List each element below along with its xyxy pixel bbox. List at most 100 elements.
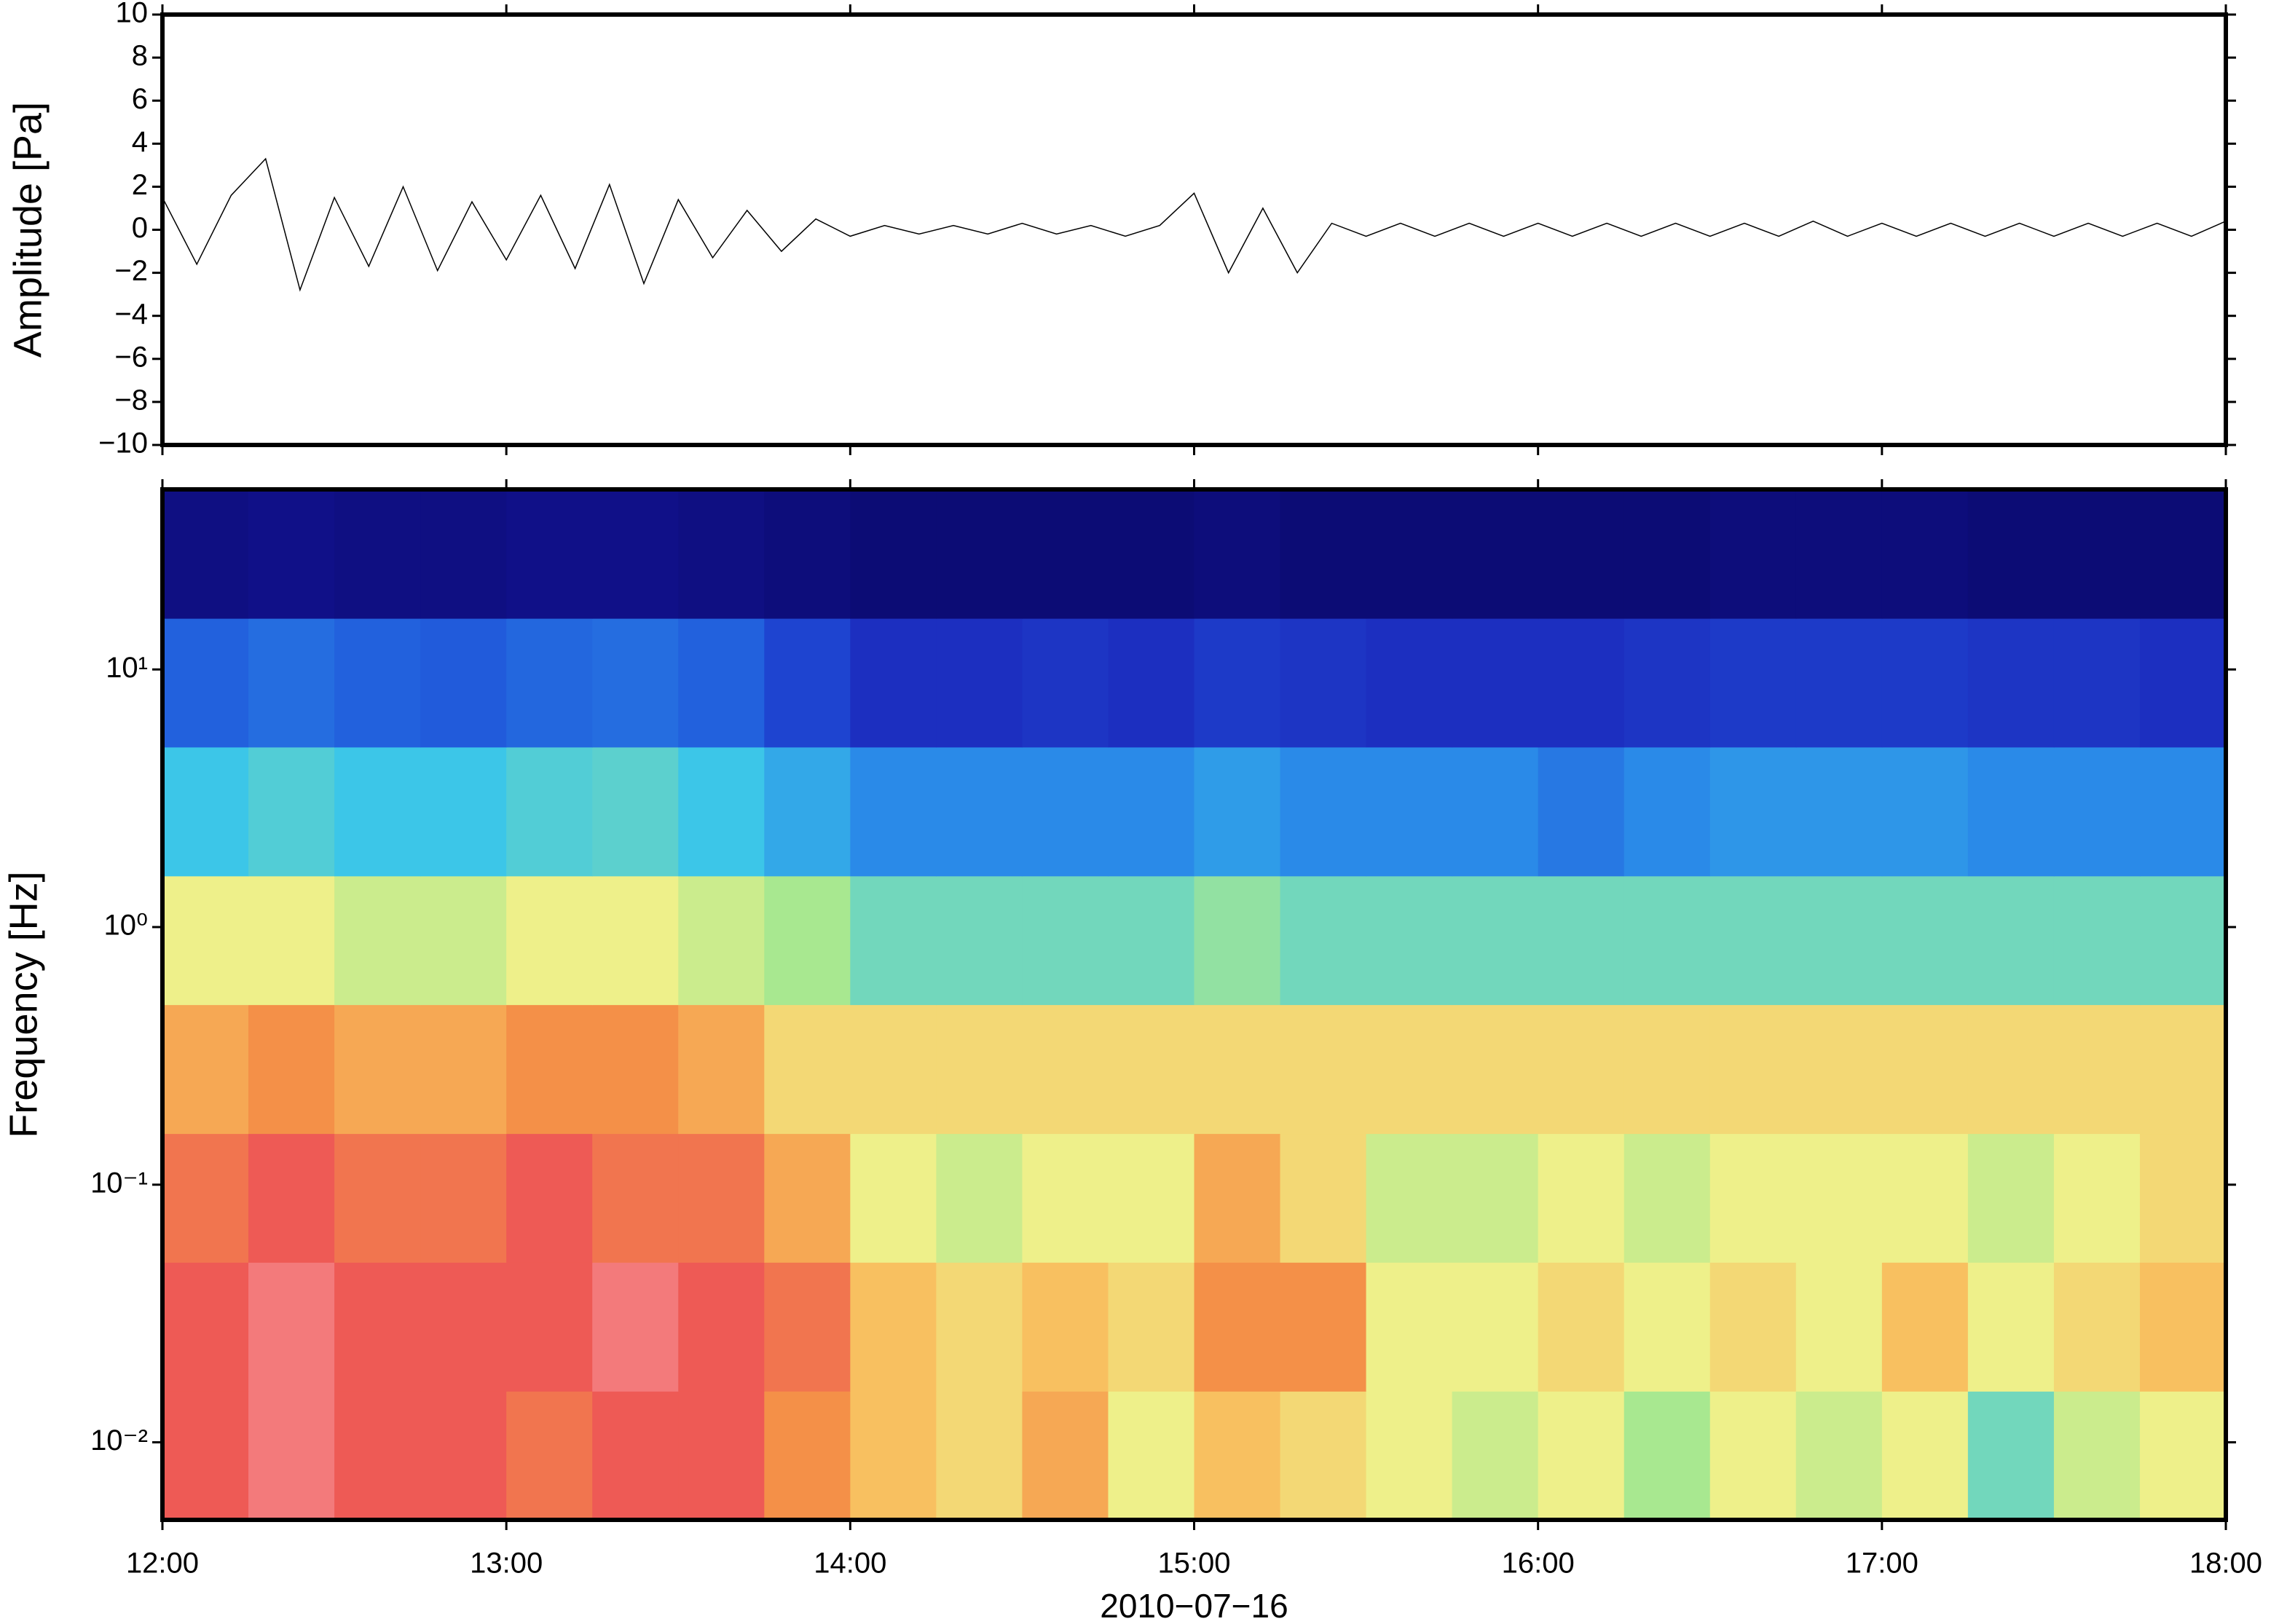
spectrogram-cell (1022, 875, 1109, 1006)
spectrogram-cell (678, 1004, 765, 1135)
spectrogram-cell (1280, 875, 1367, 1006)
spectrogram-cell (162, 1391, 249, 1521)
y-tick-label: −2 (114, 255, 148, 287)
x-tick-label: 13:00 (470, 1548, 543, 1580)
spectrogram-cell (764, 1004, 851, 1135)
spectrogram-cell (1452, 1133, 1539, 1263)
spectrogram-cell (2053, 1133, 2141, 1263)
spectrogram-cell (1366, 618, 1453, 748)
spectrogram-cell (1366, 1262, 1453, 1392)
spectrogram-cell (1709, 1262, 1797, 1392)
spectrogram-cell (420, 746, 507, 877)
spectrogram-cell (1967, 875, 2055, 1006)
spectrogram-cell (1623, 1133, 1711, 1263)
spectrogram-cell (2139, 1391, 2227, 1521)
spectrogram-cell (334, 746, 421, 877)
plot-frame (160, 487, 2228, 1522)
y-tick-label: 10⁰ (103, 910, 148, 942)
spectrogram-cell (162, 1004, 249, 1135)
spectrogram-cell (678, 618, 765, 748)
spectrogram-cell (1709, 875, 1797, 1006)
spectrogram-cell (1194, 1004, 1281, 1135)
spectrogram-cell (592, 875, 679, 1006)
spectrogram-cell (1022, 1133, 1109, 1263)
spectrogram-cell (1538, 489, 1625, 619)
spectrogram-cell (1538, 1262, 1625, 1392)
y-tick-label: 10⁻¹ (90, 1167, 148, 1199)
spectrogram-cell (1452, 1004, 1539, 1135)
spectrogram-cell (2053, 1004, 2141, 1135)
spectrogram-cell (1280, 1391, 1367, 1521)
spectrogram-cell (334, 875, 421, 1006)
spectrogram-cell (248, 1262, 335, 1392)
spectrogram-cell (1108, 1262, 1195, 1392)
x-tick-label: 14:00 (814, 1548, 886, 1580)
spectrogram-cell (1709, 746, 1797, 877)
spectrogram-cell (162, 489, 249, 619)
spectrogram-cell (936, 618, 1023, 748)
y-tick-label: 2 (132, 169, 148, 201)
spectrogram-cell (850, 489, 937, 619)
spectrogram-cell (1795, 875, 1883, 1006)
spectrogram-cell (1538, 875, 1625, 1006)
spectrogram-cell (850, 618, 937, 748)
spectrogram-cell (420, 618, 507, 748)
spectrogram-cell (1108, 489, 1195, 619)
spectrogram-cell (2053, 746, 2141, 877)
spectrogram-cell (1795, 746, 1883, 877)
spectrogram-cell (764, 1133, 851, 1263)
x-tick-label: 12:00 (126, 1548, 199, 1580)
spectrogram-cell (1709, 618, 1797, 748)
spectrogram-cell (1108, 1133, 1195, 1263)
spectrogram-cell (592, 489, 679, 619)
spectrogram-cell (1022, 1004, 1109, 1135)
spectrogram-cell (1881, 1004, 1969, 1135)
spectrogram-cell (1967, 1262, 2055, 1392)
spectrogram-cell (1452, 746, 1539, 877)
spectrogram-cell (1366, 746, 1453, 877)
spectrogram-cell (1795, 1391, 1883, 1521)
spectrogram-cell (506, 746, 593, 877)
y-tick-label: −4 (114, 298, 148, 330)
spectrogram-cell (1280, 618, 1367, 748)
spectrogram-cell (1280, 489, 1367, 619)
spectrogram-cell (678, 875, 765, 1006)
spectrogram-cell (1194, 875, 1281, 1006)
spectrogram-cell (1538, 746, 1625, 877)
spectrogram-cell (248, 746, 335, 877)
spectrogram-cell (1623, 875, 1711, 1006)
y-tick-label: 10¹ (106, 652, 148, 684)
y-tick-label: −8 (114, 384, 148, 416)
spectrogram-cell (1452, 1391, 1539, 1521)
spectrogram-cell (506, 1133, 593, 1263)
spectrogram-cell (1538, 1133, 1625, 1263)
spectrogram-cell (506, 1391, 593, 1521)
spectrogram-cell (592, 1262, 679, 1392)
spectrogram-cell (2053, 875, 2141, 1006)
y-axis-title: Frequency [Hz] (1, 871, 45, 1138)
spectrogram-cell (420, 1133, 507, 1263)
spectrogram-cell (764, 875, 851, 1006)
spectrogram-cell (334, 489, 421, 619)
spectrogram-cell (1022, 1391, 1109, 1521)
spectrogram-cell (334, 1004, 421, 1135)
spectrogram-cell (592, 1391, 679, 1521)
spectrogram-cell (1538, 1391, 1625, 1521)
spectrogram-cell (1194, 1133, 1281, 1263)
spectrogram-cell (850, 746, 937, 877)
spectrogram-cell (1452, 489, 1539, 619)
y-tick-label: 10⁻² (90, 1424, 148, 1457)
spectrogram-cell (1623, 489, 1711, 619)
spectrogram-cell (764, 618, 851, 748)
x-tick-label: 15:00 (1157, 1548, 1230, 1580)
spectrogram-cell (592, 1004, 679, 1135)
spectrogram-cell (678, 1391, 765, 1521)
spectrogram-cell (1538, 1004, 1625, 1135)
spectrogram-cell (420, 1004, 507, 1135)
spectrogram-cell (764, 746, 851, 877)
x-axis-title: 2010−07−16 (1100, 1587, 1288, 1624)
spectrogram-cell (1022, 489, 1109, 619)
spectrogram-cell (162, 746, 249, 877)
spectrogram-cell (1108, 1004, 1195, 1135)
plot-frame (160, 12, 2228, 447)
